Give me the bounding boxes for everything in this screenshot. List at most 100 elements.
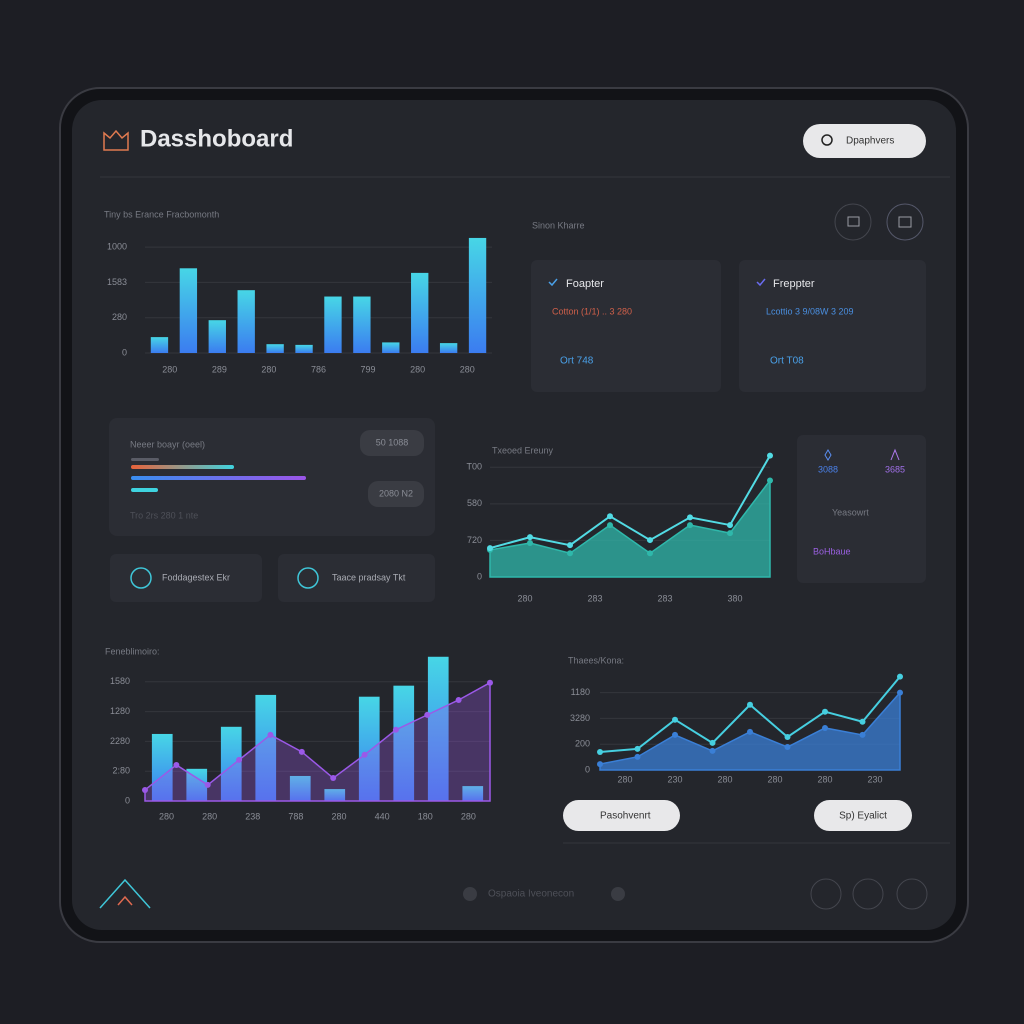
bar: [353, 296, 371, 353]
point: [647, 537, 653, 544]
x-tick-label: 230: [867, 774, 882, 784]
bar: [179, 268, 198, 353]
y-tick-label: 1583: [107, 277, 127, 287]
x-tick-label: 230: [667, 774, 682, 784]
point: [487, 545, 493, 552]
check-icon: [756, 278, 766, 287]
search-box[interactable]: [803, 124, 926, 158]
footer-logo: [99, 878, 151, 909]
x-tick-label: 280: [461, 811, 476, 821]
point: [897, 673, 903, 680]
action-button[interactable]: [563, 800, 680, 831]
x-tick-label: 280: [332, 811, 347, 821]
point: [822, 708, 828, 715]
bar: [468, 237, 487, 353]
y-tick-label: 200: [575, 739, 590, 749]
search-icon: [821, 134, 833, 146]
point: [267, 731, 274, 738]
point: [747, 701, 753, 708]
footer-logo: [117, 895, 133, 906]
line: [489, 455, 771, 550]
bar: [220, 726, 242, 801]
button-label: Foddagestex Ekr: [162, 572, 230, 582]
action-button[interactable]: [814, 800, 912, 831]
y-tick-label: 1280: [110, 706, 130, 716]
point: [634, 753, 641, 760]
action-button[interactable]: [110, 554, 262, 602]
point: [330, 775, 337, 782]
button-label: Pasohvenrt: [600, 811, 651, 822]
badge-text: 50 1088: [376, 437, 409, 447]
icon-button[interactable]: [886, 203, 924, 241]
caption: Feneblimoiro:: [105, 646, 160, 656]
icon-button[interactable]: [810, 878, 842, 910]
point: [767, 452, 773, 459]
x-tick-label: 280: [717, 774, 732, 784]
icon: [847, 216, 860, 227]
side-panel: [797, 435, 926, 583]
bar: [324, 789, 346, 801]
point: [487, 679, 493, 686]
point: [527, 539, 533, 546]
bar: [358, 696, 380, 801]
check-icon: [548, 278, 558, 287]
action-button[interactable]: [278, 554, 435, 602]
y-tick-label: T00: [466, 462, 482, 472]
point: [607, 513, 613, 520]
x-tick-label: 283: [657, 593, 672, 603]
x-tick-label: 283: [587, 593, 602, 603]
point: [687, 514, 693, 521]
footer-text: Ospaoia Iveonecon: [488, 889, 574, 900]
icon-button[interactable]: [834, 203, 872, 241]
bar: [393, 685, 415, 801]
logo-icon: [103, 129, 129, 151]
footer-icon: [611, 887, 625, 901]
y-tick-label: 2280: [110, 736, 130, 746]
y-tick-label: 280: [112, 312, 127, 322]
point: [455, 696, 462, 703]
button-label: Taace pradsay Tkt: [332, 572, 406, 582]
x-tick-label: 280: [410, 364, 425, 374]
point: [784, 733, 791, 740]
x-tick-label: 280: [767, 774, 782, 784]
y-tick-label: 1000: [107, 241, 127, 251]
y-tick-label: 1580: [110, 676, 130, 686]
area: [599, 690, 901, 771]
x-tick-label: 280: [817, 774, 832, 784]
point: [822, 724, 828, 731]
caption: Txeoed Ereuny: [492, 445, 554, 455]
point: [727, 522, 733, 529]
caption: Thaees/Kona:: [568, 655, 624, 665]
card-title: Foapter: [566, 278, 604, 290]
card-footer: Ort 748: [560, 356, 594, 367]
x-tick-label: 289: [212, 364, 227, 374]
bar: [427, 656, 449, 801]
y-tick-label: 0: [585, 764, 590, 774]
x-tick-label: 380: [727, 593, 742, 603]
panel-footer: Tro 2rs 280 1 nte: [130, 510, 198, 520]
side-link[interactable]: BoHbaue: [813, 546, 851, 556]
button-icon: [130, 567, 152, 589]
icon-button[interactable]: [852, 878, 884, 910]
point: [204, 781, 211, 788]
point: [567, 550, 573, 557]
point: [859, 731, 866, 738]
x-tick-label: 280: [202, 811, 217, 821]
icon-button[interactable]: [896, 878, 928, 910]
search-text: Dpaphvers: [846, 136, 894, 147]
point: [709, 747, 716, 754]
y-tick-label: 0: [122, 347, 127, 357]
button-icon: [297, 567, 319, 589]
point: [647, 550, 653, 557]
card: [531, 260, 721, 392]
screen: [72, 100, 956, 930]
point: [597, 748, 603, 755]
bar: [150, 337, 169, 353]
bar: [382, 342, 400, 353]
bar: [289, 775, 311, 801]
point: [607, 522, 613, 529]
x-tick-label: 238: [245, 811, 260, 821]
bar: [151, 733, 173, 801]
